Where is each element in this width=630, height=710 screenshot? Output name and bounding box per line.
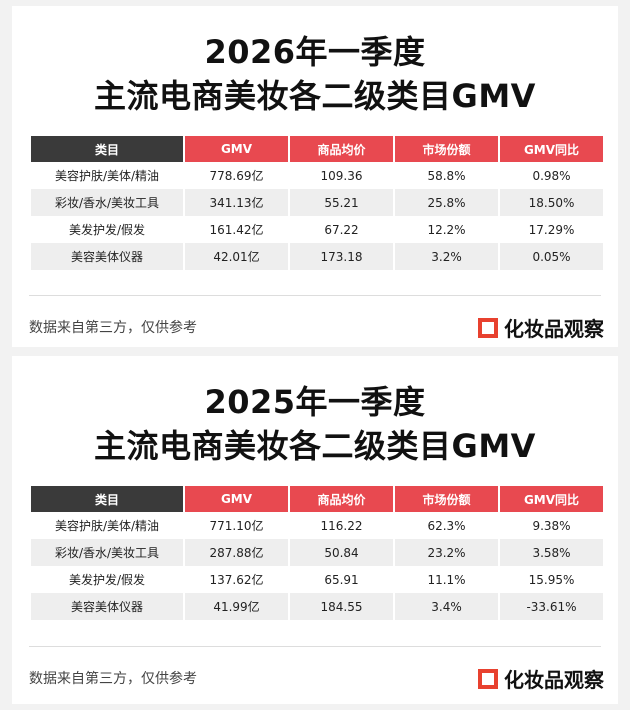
cell-market-share: 62.3% xyxy=(395,512,498,539)
header-market-share: 市场份额 xyxy=(395,136,498,162)
brand-name: 化妆品观察 xyxy=(504,317,604,341)
header-avg-price: 商品均价 xyxy=(290,136,393,162)
gmv-table: 类目 GMV 商品均价 市场份额 GMV同比 美容护肤/美体/精油 778.69… xyxy=(29,136,605,270)
header-gmv: GMV xyxy=(185,486,288,512)
cell-market-share: 3.4% xyxy=(395,593,498,620)
card-title-subject: 主流电商美妆各二级类目GMV xyxy=(94,77,536,115)
cell-avg-price: 173.18 xyxy=(290,243,393,270)
cell-avg-price: 55.21 xyxy=(290,189,393,216)
cell-category: 彩妆/香水/美妆工具 xyxy=(31,189,183,216)
report-card-2026: 2026年一季度 主流电商美妆各二级类目GMV 类目 GMV 商品均价 市场份额… xyxy=(12,6,618,347)
header-category: 类目 xyxy=(31,486,183,512)
cell-gmv-yoy: 18.50% xyxy=(500,189,603,216)
cell-market-share: 11.1% xyxy=(395,566,498,593)
cell-avg-price: 67.22 xyxy=(290,216,393,243)
brand-square-icon xyxy=(478,668,498,689)
cell-avg-price: 184.55 xyxy=(290,593,393,620)
cell-category: 美容护肤/美体/精油 xyxy=(31,512,183,539)
table-row: 美发护发/假发 137.62亿 65.91 11.1% 15.95% xyxy=(31,566,603,593)
cell-gmv: 287.88亿 xyxy=(185,539,288,566)
footer-note: 数据来自第三方，仅供参考 xyxy=(29,320,197,336)
divider xyxy=(29,646,601,647)
cell-gmv-yoy: 0.05% xyxy=(500,243,603,270)
cell-gmv: 41.99亿 xyxy=(185,593,288,620)
gmv-table: 类目 GMV 商品均价 市场份额 GMV同比 美容护肤/美体/精油 771.10… xyxy=(29,486,605,620)
cell-gmv: 137.62亿 xyxy=(185,566,288,593)
header-market-share: 市场份额 xyxy=(395,486,498,512)
header-category: 类目 xyxy=(31,136,183,162)
report-card-2025: 2025年一季度 主流电商美妆各二级类目GMV 类目 GMV 商品均价 市场份额… xyxy=(12,356,618,704)
cell-category: 美容护肤/美体/精油 xyxy=(31,162,183,189)
table-row: 彩妆/香水/美妆工具 287.88亿 50.84 23.2% 3.58% xyxy=(31,539,603,566)
cell-avg-price: 116.22 xyxy=(290,512,393,539)
table-row: 美容护肤/美体/精油 778.69亿 109.36 58.8% 0.98% xyxy=(31,162,603,189)
cell-gmv-yoy: 9.38% xyxy=(500,512,603,539)
brand-name: 化妆品观察 xyxy=(504,668,604,692)
table-row: 美容美体仪器 42.01亿 173.18 3.2% 0.05% xyxy=(31,243,603,270)
header-avg-price: 商品均价 xyxy=(290,486,393,512)
cell-gmv-yoy: 3.58% xyxy=(500,539,603,566)
cell-gmv: 771.10亿 xyxy=(185,512,288,539)
table-header-row: 类目 GMV 商品均价 市场份额 GMV同比 xyxy=(31,486,603,512)
cell-gmv-yoy: 15.95% xyxy=(500,566,603,593)
table-row: 美容护肤/美体/精油 771.10亿 116.22 62.3% 9.38% xyxy=(31,512,603,539)
cell-market-share: 25.8% xyxy=(395,189,498,216)
cell-gmv-yoy: -33.61% xyxy=(500,593,603,620)
header-gmv-yoy: GMV同比 xyxy=(500,136,603,162)
cell-market-share: 3.2% xyxy=(395,243,498,270)
cell-avg-price: 109.36 xyxy=(290,162,393,189)
cell-category: 美容美体仪器 xyxy=(31,243,183,270)
cell-gmv-yoy: 0.98% xyxy=(500,162,603,189)
brand-logo: 化妆品观察 xyxy=(478,664,604,693)
table-row: 美容美体仪器 41.99亿 184.55 3.4% -33.61% xyxy=(31,593,603,620)
table-row: 美发护发/假发 161.42亿 67.22 12.2% 17.29% xyxy=(31,216,603,243)
cell-avg-price: 50.84 xyxy=(290,539,393,566)
header-gmv: GMV xyxy=(185,136,288,162)
card-title-year: 2025年一季度 xyxy=(204,383,426,421)
cell-gmv: 341.13亿 xyxy=(185,189,288,216)
card-title-year: 2026年一季度 xyxy=(204,33,426,71)
cell-gmv-yoy: 17.29% xyxy=(500,216,603,243)
cell-gmv: 161.42亿 xyxy=(185,216,288,243)
brand-logo: 化妆品观察 xyxy=(478,313,604,342)
card-title-subject: 主流电商美妆各二级类目GMV xyxy=(94,427,536,465)
brand-square-icon xyxy=(478,317,498,338)
table-header-row: 类目 GMV 商品均价 市场份额 GMV同比 xyxy=(31,136,603,162)
cell-category: 彩妆/香水/美妆工具 xyxy=(31,539,183,566)
cell-category: 美发护发/假发 xyxy=(31,216,183,243)
cell-avg-price: 65.91 xyxy=(290,566,393,593)
cell-gmv: 778.69亿 xyxy=(185,162,288,189)
cell-category: 美发护发/假发 xyxy=(31,566,183,593)
divider xyxy=(29,295,601,296)
cell-market-share: 23.2% xyxy=(395,539,498,566)
cell-gmv: 42.01亿 xyxy=(185,243,288,270)
cell-category: 美容美体仪器 xyxy=(31,593,183,620)
cell-market-share: 58.8% xyxy=(395,162,498,189)
header-gmv-yoy: GMV同比 xyxy=(500,486,603,512)
cell-market-share: 12.2% xyxy=(395,216,498,243)
footer-note: 数据来自第三方，仅供参考 xyxy=(29,671,197,687)
table-row: 彩妆/香水/美妆工具 341.13亿 55.21 25.8% 18.50% xyxy=(31,189,603,216)
